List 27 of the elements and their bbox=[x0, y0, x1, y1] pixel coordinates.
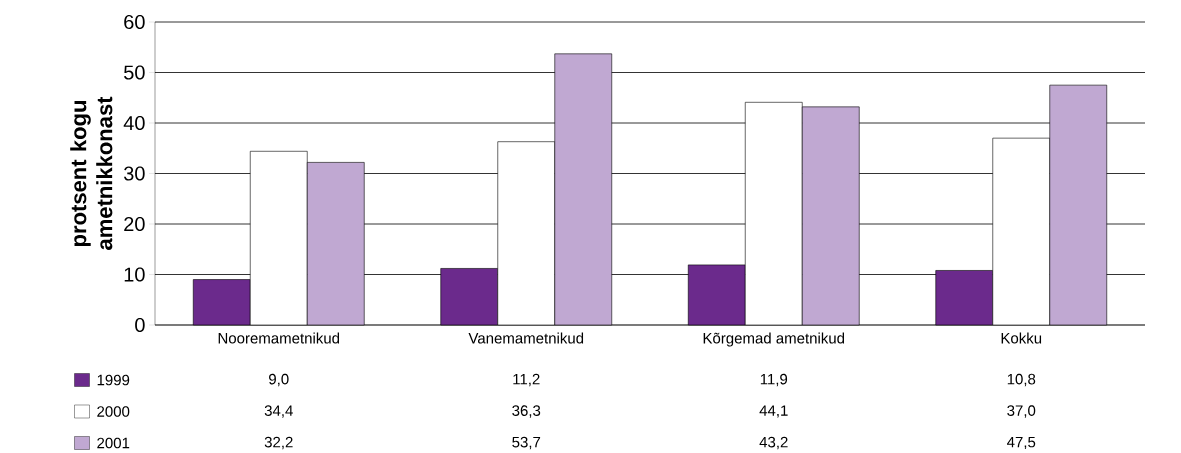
data-label: 53,7 bbox=[512, 436, 541, 450]
x-tick-label: Vanemametnikud bbox=[468, 332, 584, 344]
legend-label: 2000 bbox=[97, 406, 130, 417]
x-tick-label: Kõrgemad ametnikud bbox=[703, 332, 845, 347]
x-tick-label: Nooremametnikud bbox=[218, 332, 340, 344]
data-label: 36,3 bbox=[512, 405, 541, 418]
y-tick-label: 20 bbox=[124, 216, 145, 232]
y-tick-label: 0 bbox=[135, 317, 145, 333]
y-tick-label: 30 bbox=[123, 166, 145, 181]
legend-label: 1999 bbox=[97, 374, 130, 386]
data-label: 43,2 bbox=[759, 436, 788, 450]
y-tick-label: 10 bbox=[124, 267, 145, 282]
data-label: 37,0 bbox=[1007, 405, 1036, 418]
y-tick-label: 50 bbox=[124, 65, 145, 80]
data-label: 11,9 bbox=[760, 373, 788, 387]
x-tick-label: Kokku bbox=[1001, 332, 1042, 344]
data-label: 32,2 bbox=[264, 436, 293, 450]
data-label: 9,0 bbox=[269, 373, 289, 387]
y-tick-label: 40 bbox=[123, 115, 145, 131]
data-label: 44,1 bbox=[759, 405, 788, 418]
data-label: 34,4 bbox=[264, 405, 293, 418]
data-label: 11,2 bbox=[513, 373, 540, 387]
y-axis-title: protsent kogu ametnikkonast bbox=[70, 96, 113, 250]
data-label: 10,8 bbox=[1007, 373, 1036, 387]
y-tick-label: 60 bbox=[124, 14, 145, 30]
data-label: 47,5 bbox=[1007, 436, 1036, 450]
legend-label: 2001 bbox=[97, 437, 130, 449]
